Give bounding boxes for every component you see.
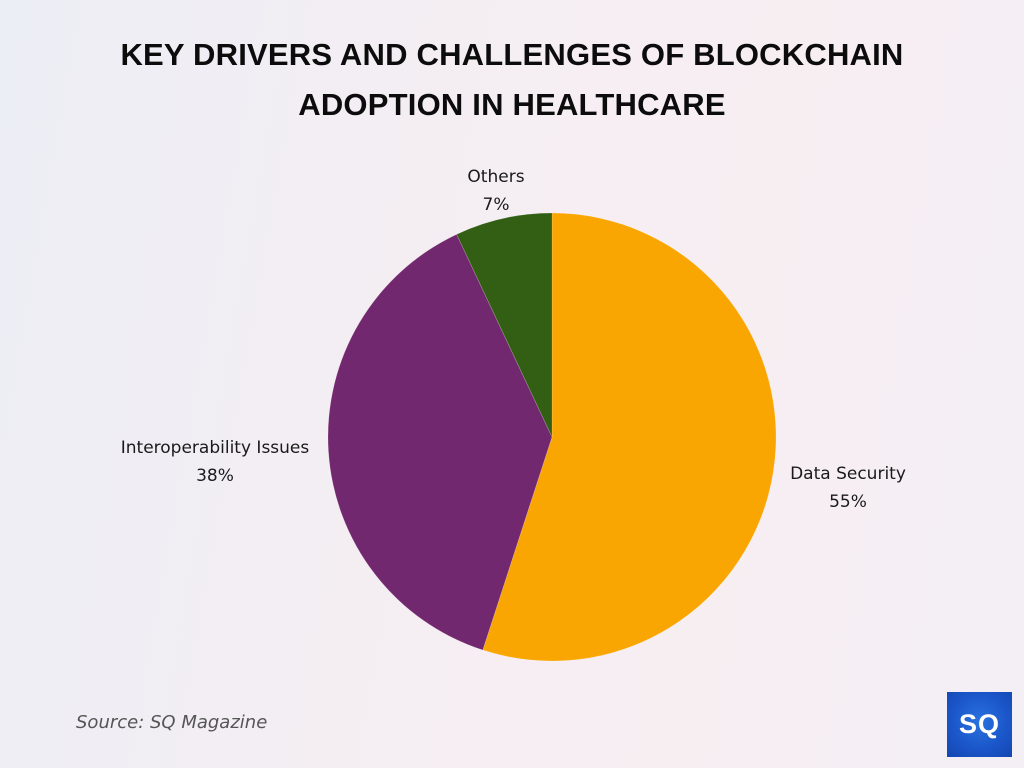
slice-label: Interoperability Issues: [121, 438, 310, 458]
slice-value-label: 55%: [829, 492, 867, 512]
pie-labels: Data Security 55% Interoperability Issues 3…: [121, 167, 906, 512]
pie-slice-others: [456, 212, 553, 438]
sq-logo-text: SQ: [958, 709, 1000, 739]
pie-slice-data-security: [482, 212, 777, 662]
chart-title-line-1: KEY DRIVERS AND CHALLENGES OF BLOCKCHAIN: [120, 37, 904, 72]
chart-title-line-2: ADOPTION IN HEALTHCARE: [298, 87, 726, 122]
sq-logo: SQ: [947, 692, 1012, 757]
source-note: Source: SQ Magazine: [76, 712, 268, 733]
slice-value-label: 7%: [483, 195, 510, 215]
slice-value-label: 38%: [196, 466, 234, 486]
chart-title: KEY DRIVERS AND CHALLENGES OF BLOCKCHAIN…: [0, 30, 1024, 130]
slice-label: Data Security: [790, 464, 906, 484]
pie-slice-interoperability-issues: [327, 233, 553, 651]
slice-label: Others: [467, 167, 524, 187]
pie-slices: [327, 212, 777, 662]
